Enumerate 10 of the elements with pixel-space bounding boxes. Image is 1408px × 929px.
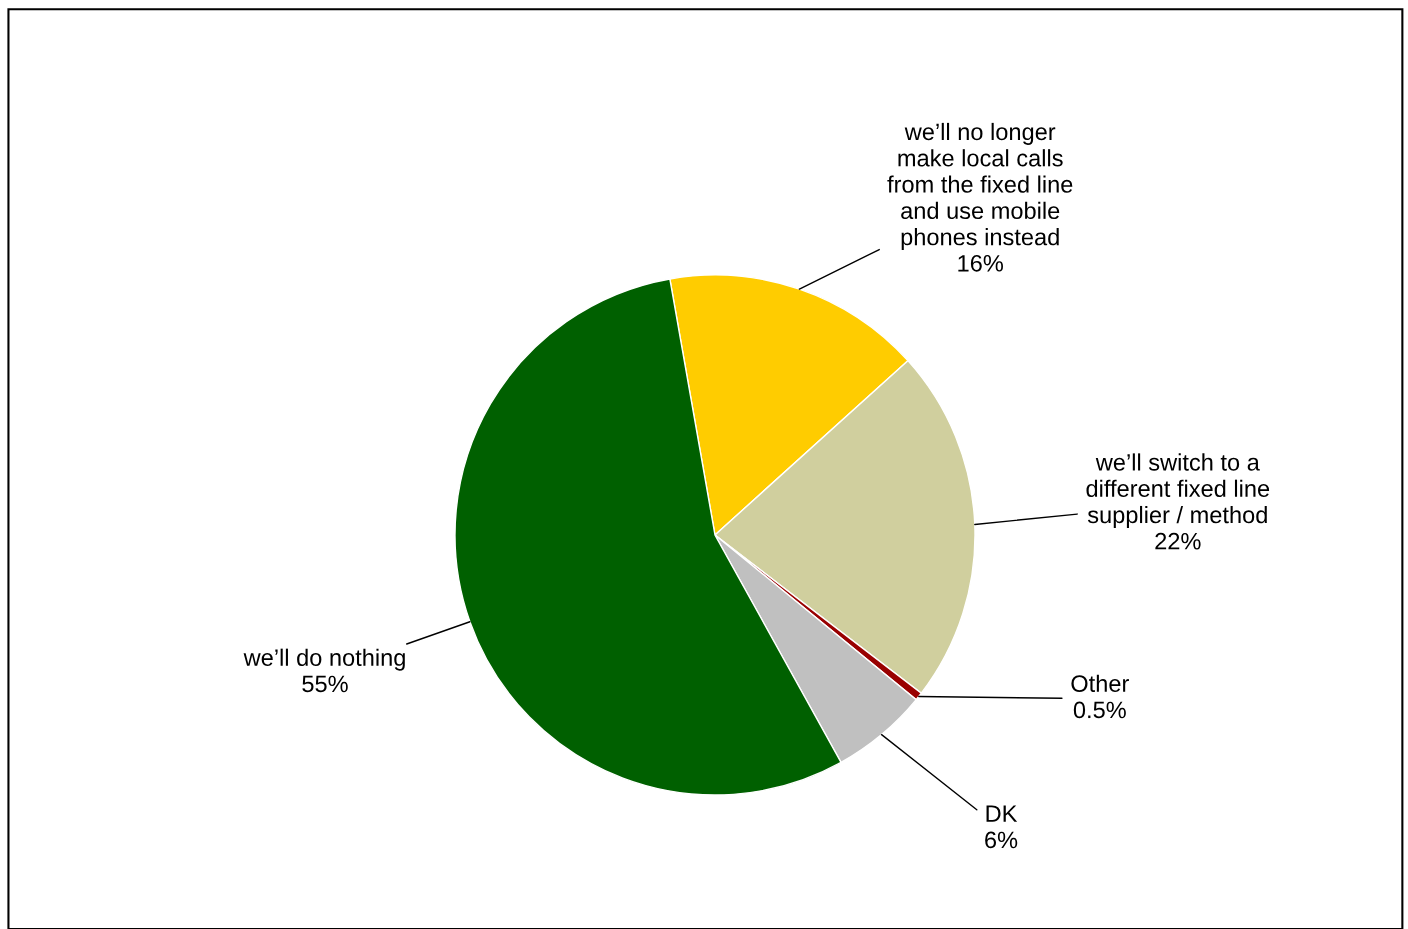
slice-label: we’ll no longer make local calls from the fixed line and use mobile phones instead — [887, 122, 1073, 251]
slice-label: DK — [986, 805, 1018, 822]
slice-label: we’ll do nothing — [243, 648, 405, 671]
data-label: 22% — [1155, 532, 1201, 550]
data-label: 6% — [985, 831, 1018, 849]
slice-label: we’ll switch to a different fixed line supplier / method — [1086, 453, 1270, 528]
data-label: 55% — [302, 675, 348, 693]
slice-label: Other — [1071, 674, 1129, 692]
data-label: 0.5% — [1073, 701, 1126, 719]
data-label: 16% — [958, 254, 1003, 272]
